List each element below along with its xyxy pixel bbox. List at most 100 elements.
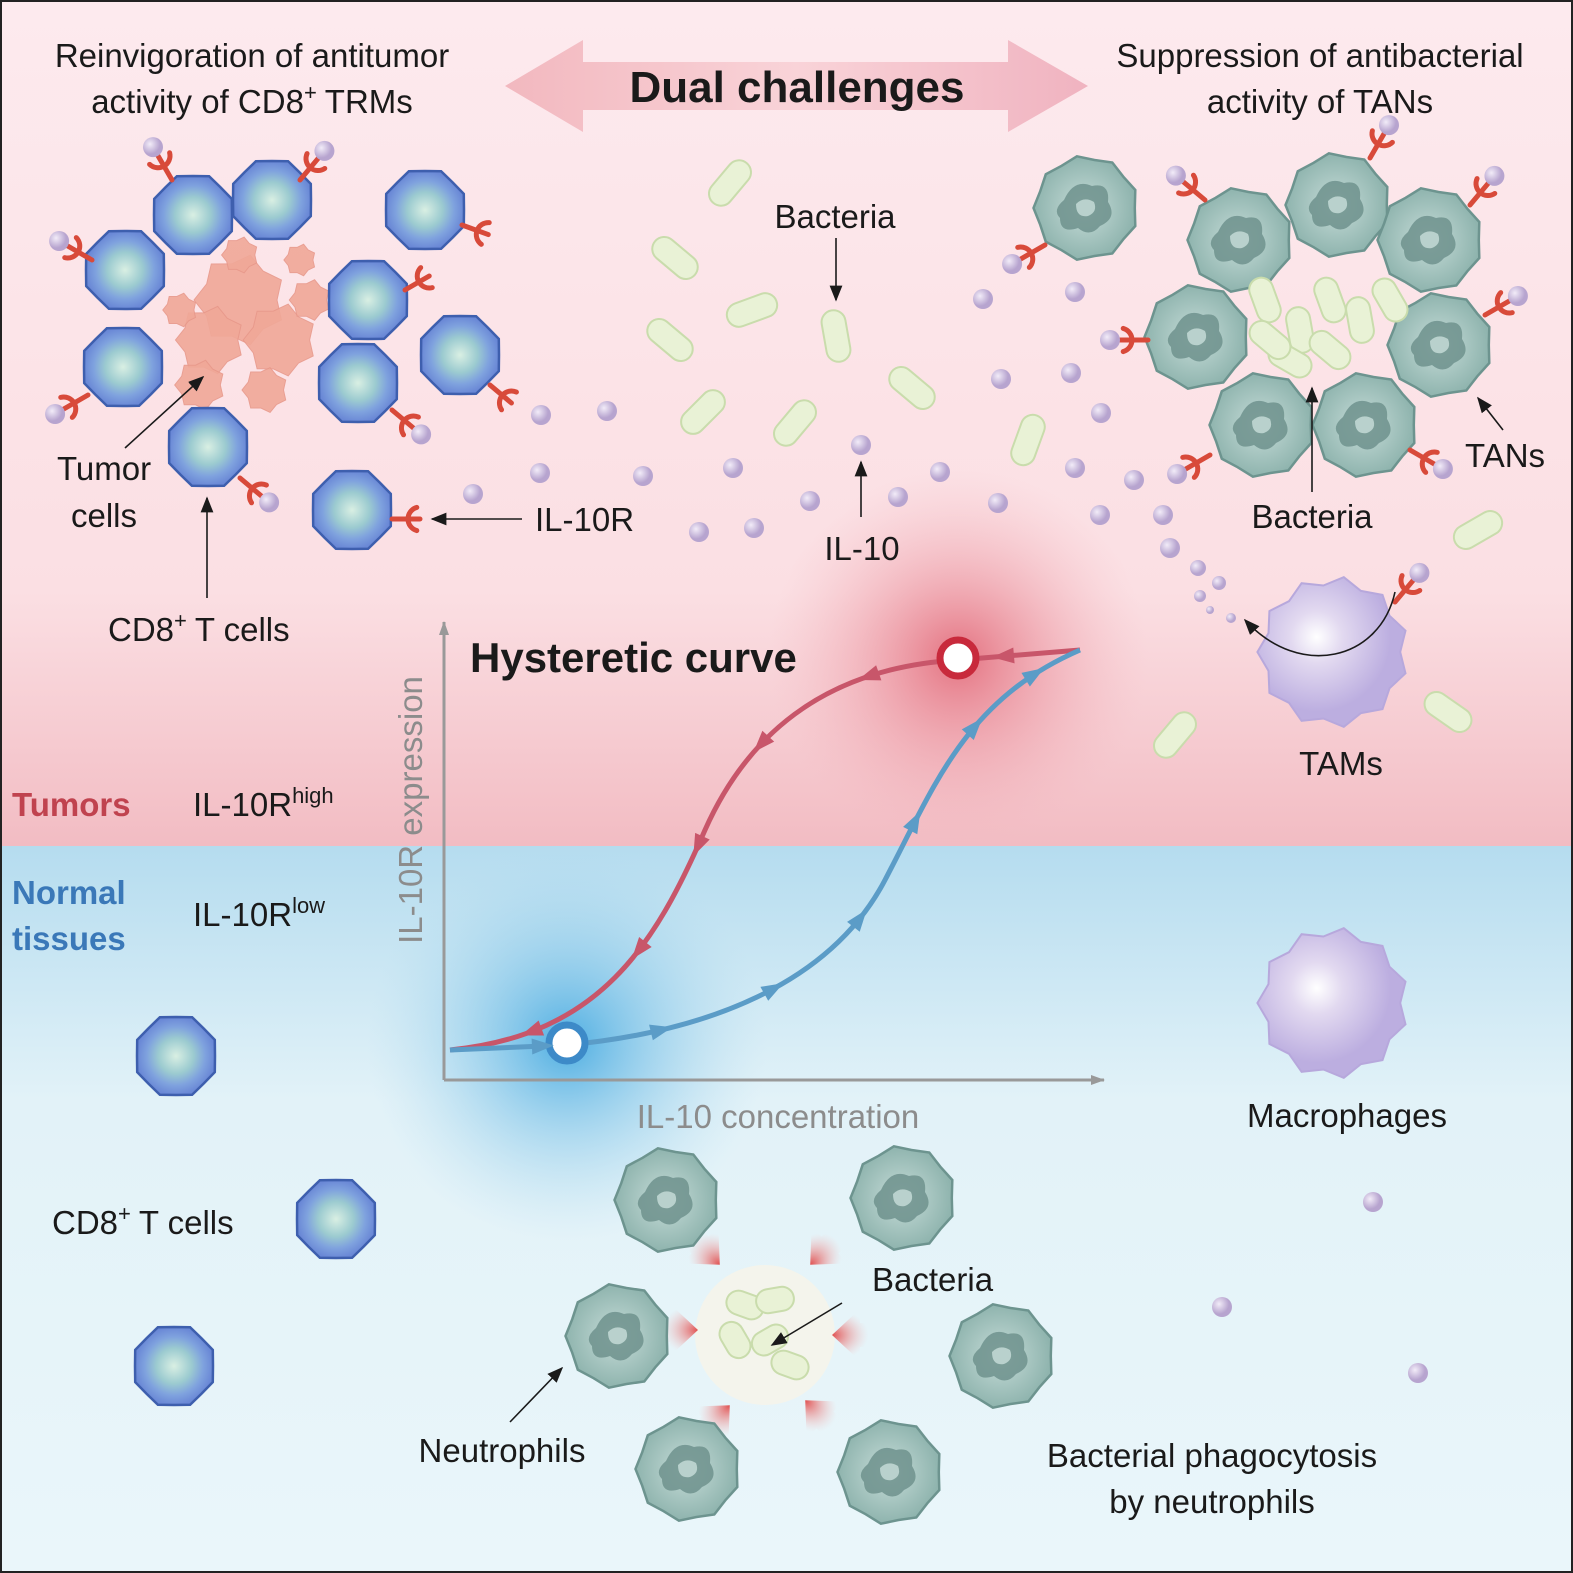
- il10-dot: [991, 369, 1011, 389]
- curve-arrowhead: [693, 832, 710, 857]
- curve-arrowhead: [520, 1020, 545, 1036]
- t-cell: [384, 169, 466, 251]
- tumor-fragment: [283, 243, 316, 277]
- pointer: [1477, 396, 1504, 431]
- t-cell: [311, 469, 393, 551]
- label: Bacteria: [774, 198, 896, 235]
- bound-il10: [411, 424, 432, 445]
- superscript: +: [174, 608, 187, 633]
- bound-il10: [1484, 165, 1505, 186]
- curve-arrowhead: [857, 665, 882, 681]
- nucleus-core: [657, 1191, 677, 1209]
- zone-label: Tumors: [12, 786, 131, 823]
- il10-dot: [530, 463, 550, 483]
- nucleus-core: [1355, 416, 1375, 434]
- bound-il10: [45, 404, 66, 424]
- il10-dot: [1065, 282, 1085, 302]
- nucleus-core: [1252, 416, 1272, 434]
- attack-arrow: [832, 1309, 905, 1361]
- il10-dot: [597, 401, 617, 421]
- curve-arrowhead: [1021, 668, 1045, 687]
- superscript: +: [118, 1201, 131, 1226]
- label: IL-10R: [535, 501, 634, 538]
- receptor-cup: [414, 265, 435, 291]
- receptor-cup: [1176, 172, 1198, 197]
- t-cell: [82, 326, 164, 408]
- il10-dot: [1160, 538, 1180, 558]
- nucleus-core: [1187, 328, 1207, 346]
- il10-dot: [1124, 470, 1144, 490]
- bacterium: [646, 318, 694, 362]
- il10-dot: [1091, 403, 1111, 423]
- secretion-arrow: [1243, 591, 1396, 657]
- il10-dot: [531, 405, 551, 425]
- decreasing-branch: [449, 647, 1081, 1053]
- nucleus-core: [880, 1463, 900, 1481]
- label: IL-10: [824, 530, 899, 567]
- attack-arrow: [810, 1204, 871, 1265]
- receptor-cup: [473, 220, 492, 247]
- bacterium: [888, 366, 936, 410]
- bacterium: [1010, 413, 1046, 467]
- curve-arrowhead: [649, 1024, 673, 1041]
- zone-label: tissues: [12, 920, 126, 957]
- bacterium: [1345, 296, 1375, 344]
- bacterium: [1153, 711, 1197, 759]
- bacterium: [725, 292, 779, 328]
- nucleus-core: [1430, 336, 1450, 354]
- curve-arrowhead: [992, 647, 1015, 664]
- nucleus-core: [1230, 231, 1250, 249]
- text: IL-10R: [193, 896, 292, 933]
- tumor-fragment: [241, 366, 287, 414]
- il10-dot: [1363, 1192, 1383, 1212]
- nucleus-core: [1076, 199, 1096, 217]
- bound-il10: [314, 140, 335, 161]
- receptor-cup: [1120, 325, 1135, 355]
- receptor-cup: [147, 150, 173, 171]
- bound-il10: [1100, 330, 1120, 350]
- receptor-cup: [497, 388, 519, 413]
- label: Bacteria: [872, 1261, 994, 1298]
- receptor-cup: [1015, 244, 1036, 270]
- t-cell: [317, 342, 399, 424]
- left-title: Reinvigoration of antitumor: [55, 37, 449, 74]
- pointer: [770, 1302, 843, 1346]
- tumor-fragment: [162, 292, 197, 328]
- bound-il10: [1002, 254, 1023, 274]
- graph-title: Hysteretic curve: [470, 634, 797, 681]
- text: activity of CD8: [91, 83, 304, 120]
- receptor-cup: [1398, 573, 1423, 595]
- bacterium: [1371, 277, 1409, 323]
- nucleus-core: [678, 1460, 698, 1478]
- bacterium: [1313, 276, 1347, 324]
- t-cell: [295, 1178, 377, 1260]
- bacterium: [773, 399, 817, 447]
- label: by neutrophils: [1109, 1483, 1314, 1520]
- il10-dot: [689, 522, 709, 542]
- receptor-cup: [1369, 128, 1395, 149]
- t-cell: [133, 1325, 215, 1407]
- il10-dot: [1090, 505, 1110, 525]
- receptor-cup: [1494, 290, 1515, 316]
- macrophage: [1256, 576, 1407, 728]
- curve-arrowhead: [903, 811, 921, 835]
- pointer: [509, 1366, 564, 1423]
- pointer: [124, 375, 205, 449]
- il10-dot: [973, 289, 993, 309]
- receptor-cup: [405, 504, 420, 534]
- bacterium: [1452, 510, 1504, 550]
- text: T cells: [139, 1204, 234, 1241]
- bacterium: [1308, 329, 1352, 371]
- right-title: activity of TANs: [1207, 83, 1433, 120]
- bound-il10: [49, 231, 70, 251]
- bacterium: [1248, 319, 1292, 361]
- receptor-cup: [303, 151, 328, 173]
- receptor-cup: [58, 394, 79, 420]
- left-title: activity of CD8+ TRMs: [91, 80, 413, 120]
- t-cell: [135, 1015, 217, 1097]
- decoration: [45, 115, 1528, 1526]
- text: T cells: [195, 611, 290, 648]
- label: cells: [71, 497, 137, 534]
- high-state: [936, 636, 980, 680]
